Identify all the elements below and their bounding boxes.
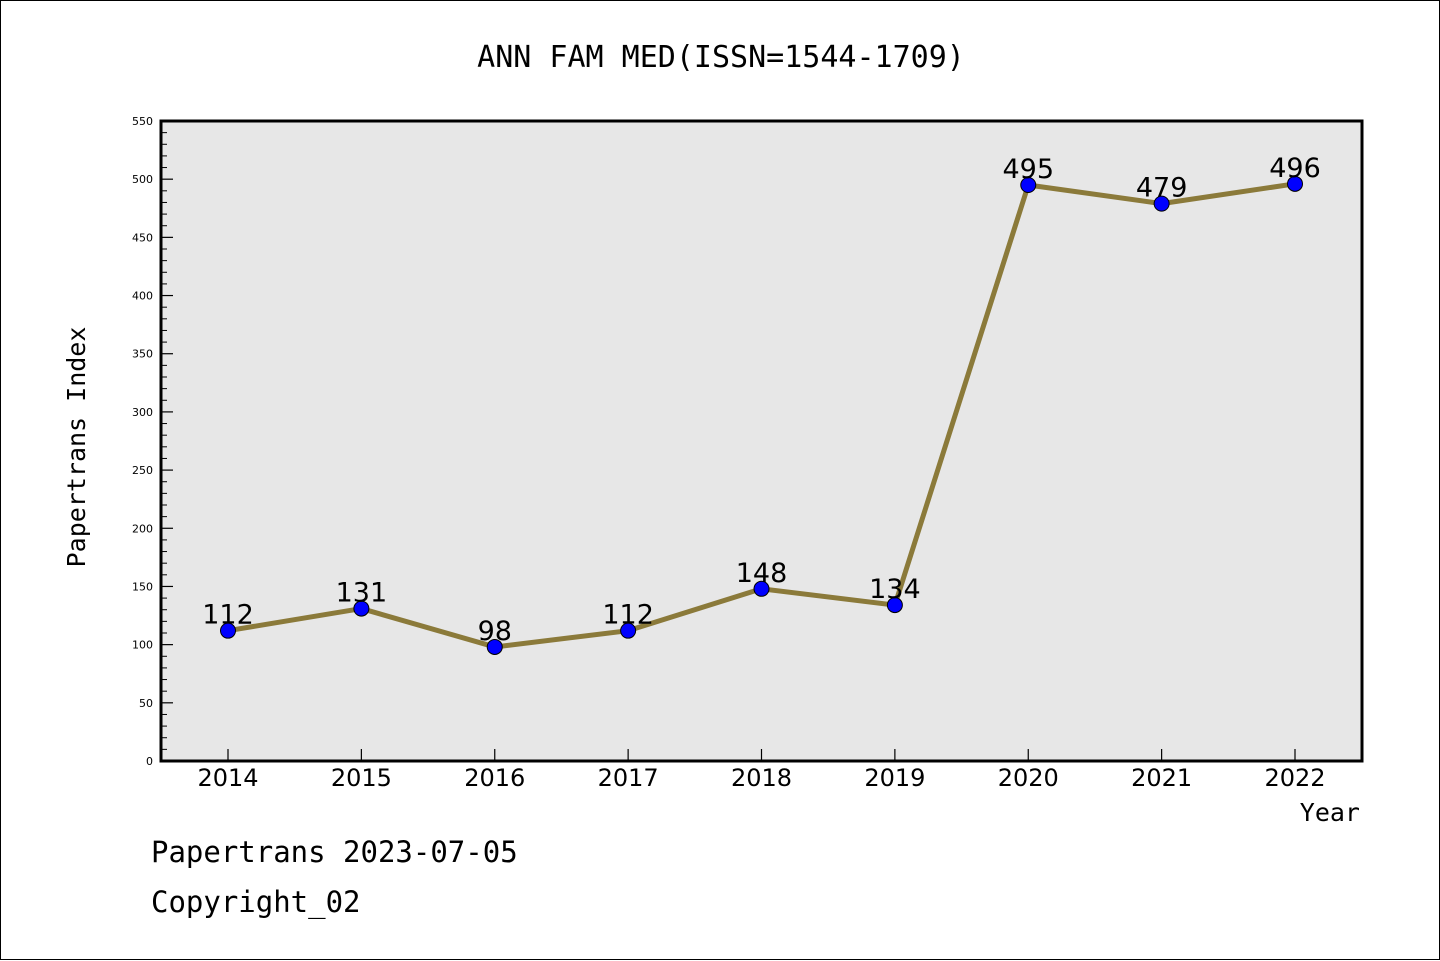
data-markers	[220, 175, 1303, 655]
x-tick-label: 2014	[197, 764, 258, 792]
data-label: 112	[202, 600, 254, 631]
data-point	[1020, 177, 1037, 193]
data-point	[486, 638, 503, 655]
x-tick-label: 2021	[1131, 764, 1192, 792]
data-point	[220, 622, 236, 639]
chart-title: ANN FAM MED(ISSN=1544-1709)	[477, 40, 965, 75]
data-label: 479	[1136, 173, 1188, 204]
y-axis-label: Papertrans Index	[62, 327, 91, 568]
data-label: 495	[1002, 154, 1054, 185]
y-tick-label: 500	[132, 173, 153, 186]
y-tick-label: 300	[132, 406, 153, 419]
y-axis-ticks: 0 50 100 150 200 250 300 350 400 450 500 550	[132, 115, 173, 768]
x-tick-label: 2018	[731, 764, 792, 792]
data-point	[353, 600, 370, 617]
footer-copyright: Copyright_02	[151, 885, 361, 919]
data-point	[620, 622, 637, 639]
y-tick-label: 450	[132, 231, 153, 244]
data-point	[1287, 175, 1303, 192]
y-tick-label: 50	[139, 697, 153, 710]
plot-area	[161, 121, 1362, 761]
data-point	[1153, 195, 1170, 212]
data-label: 98	[478, 616, 512, 647]
footer-date-line: Papertrans 2023-07-05	[151, 835, 518, 869]
data-label: 148	[736, 558, 788, 589]
x-tick-label: 2016	[464, 764, 525, 792]
x-tick-label: 2019	[864, 764, 925, 792]
data-label: 496	[1269, 153, 1321, 184]
x-tick-label: 2022	[1264, 764, 1325, 792]
plot-border	[159, 119, 1364, 763]
y-tick-label: 550	[132, 115, 153, 128]
data-label: 134	[869, 574, 921, 605]
data-label: 131	[336, 578, 388, 609]
y-tick-label: 200	[132, 522, 153, 535]
x-tick-label: 2020	[998, 764, 1059, 792]
x-tick-label: 2017	[598, 764, 659, 792]
y-tick-label: 350	[132, 348, 153, 361]
x-axis-label: Year	[1300, 798, 1360, 827]
y-tick-label: 0	[146, 755, 153, 768]
data-point	[886, 597, 903, 614]
data-point	[753, 580, 770, 597]
y-tick-label: 150	[132, 580, 153, 593]
x-tick-label: 2015	[331, 764, 392, 792]
data-labels: 112 131 98 112 148 134 495 479 496	[202, 153, 1321, 647]
y-tick-label: 250	[132, 464, 153, 477]
data-label: 112	[602, 600, 654, 631]
x-axis-ticks: 2014 2015 2016 2017 2018 2019 2020 2021 2022	[197, 749, 1326, 792]
y-tick-label: 100	[132, 639, 153, 652]
y-tick-label: 400	[132, 290, 153, 303]
